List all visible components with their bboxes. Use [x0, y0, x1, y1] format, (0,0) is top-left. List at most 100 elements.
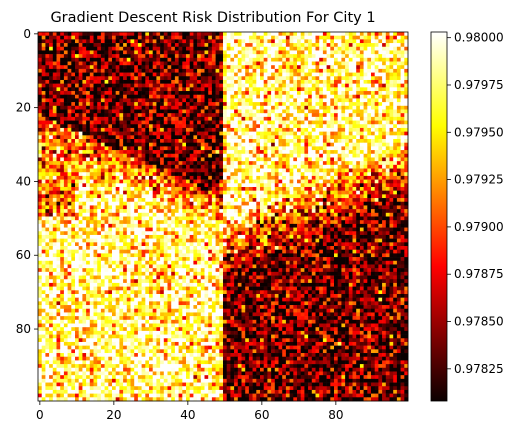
heatmap-cell [315, 179, 320, 184]
heatmap-cell [163, 175, 168, 180]
heatmap-cell [352, 94, 357, 99]
heatmap-cell [97, 57, 102, 62]
heatmap-cell [123, 105, 128, 110]
heatmap-cell [171, 183, 176, 188]
heatmap-cell [389, 32, 394, 36]
heatmap-cell [56, 39, 61, 44]
heatmap-cell [352, 175, 357, 180]
heatmap-cell [204, 146, 209, 151]
heatmap-cell [200, 72, 205, 77]
heatmap-cell [156, 131, 161, 136]
heatmap-cell [115, 43, 120, 48]
heatmap-cell [363, 43, 368, 48]
heatmap-cell [393, 209, 398, 214]
heatmap-cell [341, 54, 346, 59]
heatmap-cell [234, 198, 239, 203]
heatmap-cell [334, 113, 338, 118]
heatmap-cell [200, 116, 205, 121]
heatmap-cell [189, 50, 194, 55]
heatmap-cell [248, 153, 253, 158]
heatmap-cell [248, 83, 253, 88]
heatmap-cell [245, 205, 250, 210]
heatmap-cell [230, 91, 235, 96]
heatmap-cell [304, 127, 309, 132]
heatmap-cell [182, 135, 187, 140]
heatmap-cell [97, 142, 102, 147]
heatmap-cell [145, 175, 150, 180]
heatmap-cell [315, 68, 320, 73]
heatmap-cell [63, 168, 68, 173]
heatmap-cell [56, 135, 61, 140]
heatmap-cell [352, 179, 357, 184]
heatmap-cell [322, 186, 327, 191]
heatmap-cell [100, 32, 105, 36]
heatmap-cell [134, 98, 139, 103]
heatmap-cell [178, 142, 183, 147]
heatmap-cell [100, 54, 105, 59]
heatmap-cell [248, 142, 253, 147]
heatmap-cell [293, 72, 298, 77]
heatmap-cell [156, 186, 161, 191]
heatmap-cell [108, 150, 113, 155]
heatmap-cell [75, 201, 79, 206]
heatmap-cell [356, 35, 361, 40]
heatmap-cell [356, 116, 361, 121]
heatmap-cell [263, 164, 268, 169]
heatmap-cell [41, 179, 46, 184]
heatmap-cell [352, 168, 357, 173]
heatmap-cell [89, 127, 94, 132]
heatmap-cell [234, 183, 239, 188]
heatmap-cell [130, 72, 135, 77]
heatmap-cell [271, 46, 276, 51]
heatmap-cell [219, 194, 224, 199]
heatmap-cell [311, 175, 316, 180]
heatmap-cell [123, 172, 128, 177]
heatmap-cell [334, 157, 338, 162]
heatmap-cell [152, 186, 157, 191]
heatmap-cell [49, 68, 54, 73]
heatmap-cell [223, 139, 227, 143]
heatmap-cell [145, 164, 150, 169]
heatmap-cell [134, 113, 139, 118]
heatmap-cell [237, 35, 242, 40]
heatmap-cell [334, 190, 338, 195]
heatmap-cell [182, 186, 187, 191]
heatmap-cell [104, 120, 109, 125]
heatmap-cell [86, 146, 91, 151]
heatmap-cell [82, 153, 87, 158]
heatmap-cell [200, 179, 205, 184]
heatmap-cell [193, 91, 198, 96]
heatmap-cell [289, 72, 294, 77]
heatmap-cell [160, 87, 165, 92]
heatmap-cell [145, 116, 150, 121]
heatmap-cell [215, 46, 220, 51]
heatmap-cell [215, 116, 220, 121]
heatmap-cell [367, 146, 372, 151]
heatmap-cell [319, 76, 324, 81]
heatmap-cell [97, 172, 102, 177]
heatmap-cell [178, 35, 183, 40]
heatmap-cell [230, 65, 235, 70]
heatmap-cell [93, 153, 98, 158]
heatmap-cell [67, 150, 72, 155]
heatmap-cell [108, 35, 113, 40]
heatmap-cell [289, 65, 294, 70]
heatmap-cell [300, 127, 305, 132]
heatmap-cell [137, 94, 142, 99]
heatmap-cell [378, 150, 383, 155]
heatmap-cell [248, 131, 253, 136]
heatmap-cell [174, 35, 179, 40]
heatmap-cell [263, 61, 268, 66]
heatmap-cell [182, 190, 187, 195]
heatmap-cell [363, 209, 368, 214]
heatmap-cell [108, 113, 113, 118]
heatmap-cell [289, 79, 294, 84]
heatmap-cell [322, 150, 327, 155]
heatmap-cell [326, 102, 331, 107]
heatmap-cell [112, 98, 116, 103]
heatmap-cell [186, 72, 190, 77]
heatmap-cell [67, 179, 72, 184]
heatmap-cell [160, 116, 165, 121]
heatmap-cell [204, 94, 209, 99]
heatmap-cell [267, 54, 272, 59]
